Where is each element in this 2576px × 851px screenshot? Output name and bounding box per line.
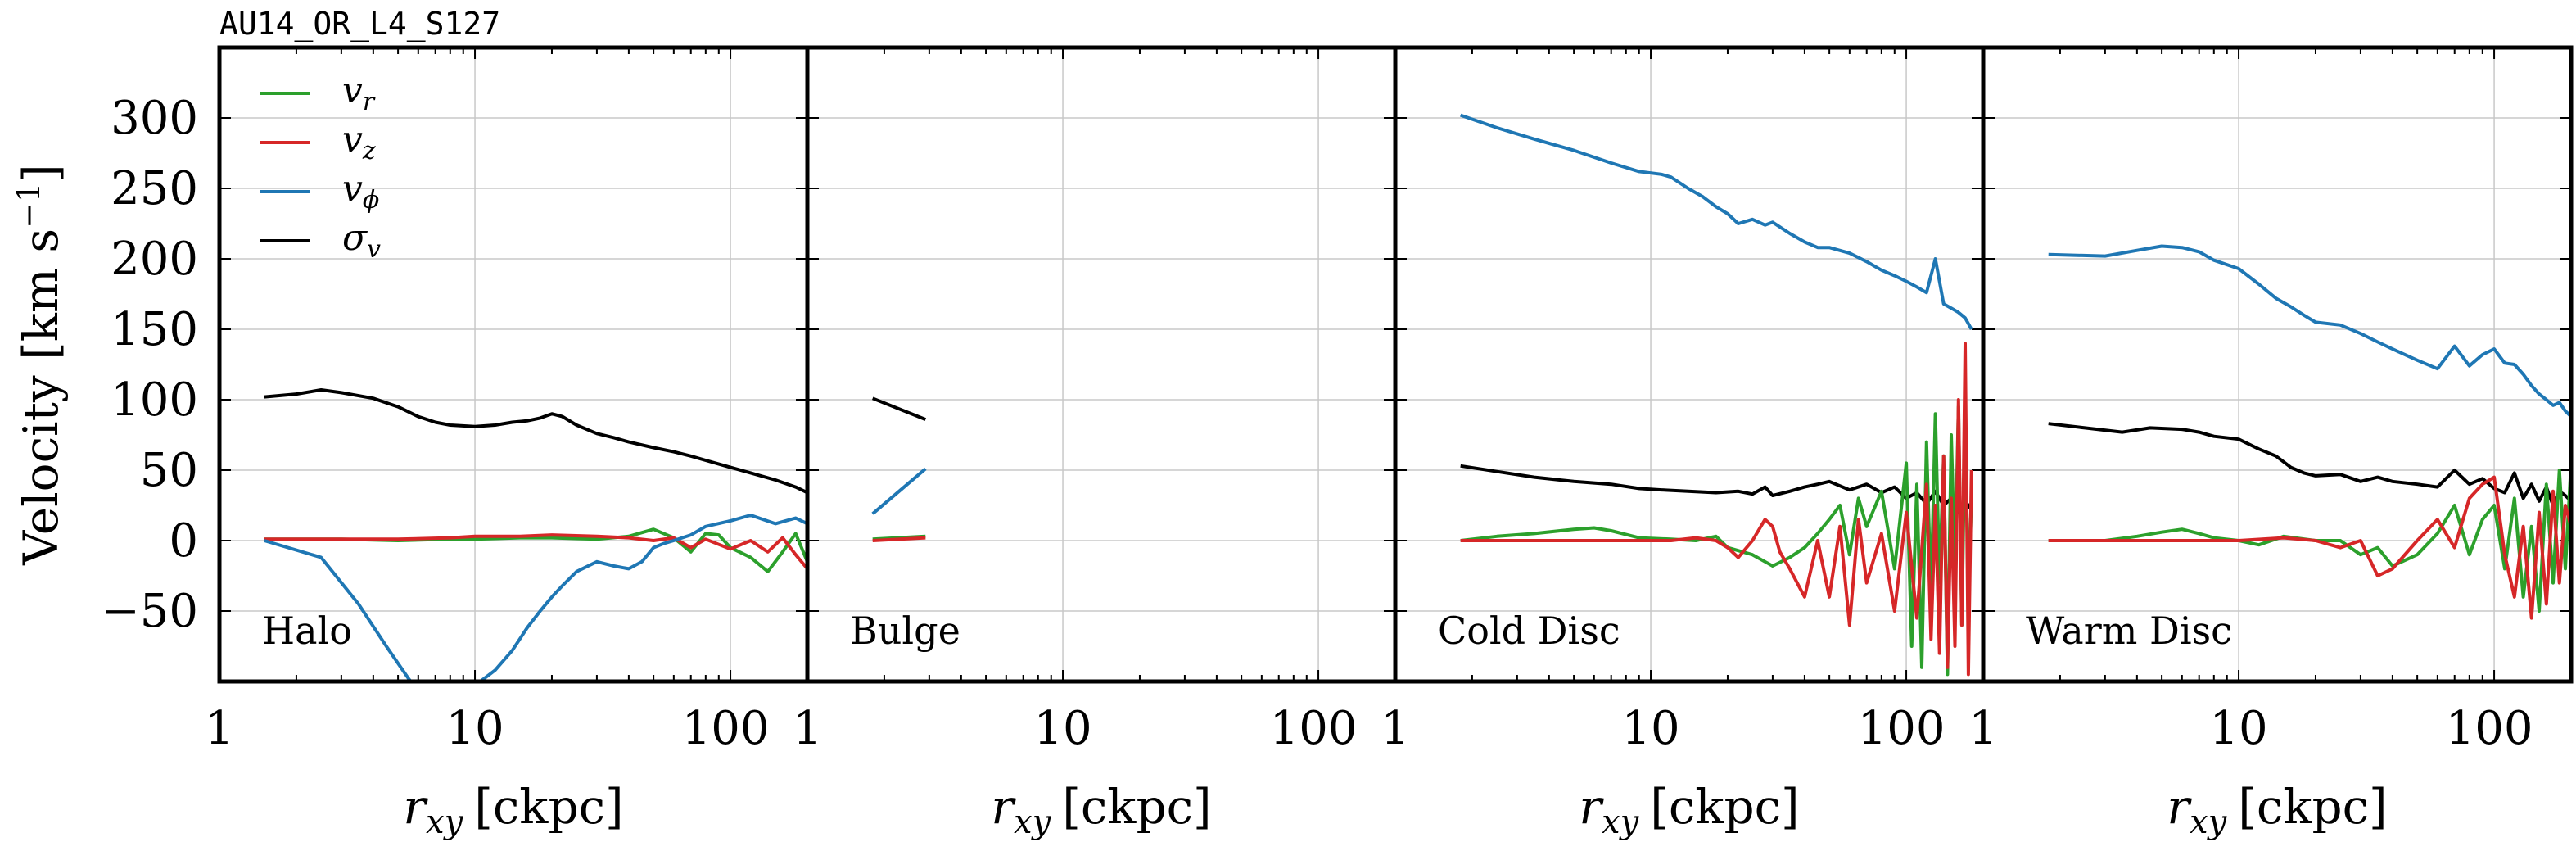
y-axis-label-unit: [km s xyxy=(13,229,69,360)
legend-label-sub: z xyxy=(362,137,376,165)
series-sigma-v-line xyxy=(264,388,807,495)
series-v-phi-line xyxy=(2048,244,2571,419)
panel-3: Warm Disc 1 10 100 rxy [ckpc] xyxy=(1968,45,2574,841)
legend-label-base: v xyxy=(342,70,363,111)
y-tick-label: 150 xyxy=(111,303,198,356)
series-v-phi-line xyxy=(1460,113,1973,330)
y-tick-label: 250 xyxy=(111,162,198,215)
x-axis-label-sub: xy xyxy=(426,803,464,841)
x-tick-label: 1 xyxy=(205,702,234,755)
figure-title: AU14_OR_L4_S127 xyxy=(219,6,500,43)
series-sigma-v-line xyxy=(871,396,927,421)
x-tick-label: 1 xyxy=(793,702,822,755)
y-tick-label: 200 xyxy=(111,233,198,286)
legend-label-v-r: vr xyxy=(342,70,376,116)
x-tick-label: 10 xyxy=(2209,702,2267,755)
x-axis-label-sub: xy xyxy=(1602,803,1640,841)
y-tick-label: 300 xyxy=(111,92,198,145)
panel-label: Cold Disc xyxy=(1438,609,1620,653)
x-tick-label: 100 xyxy=(1858,702,1946,755)
legend-label-v-phi: vϕ xyxy=(342,168,379,215)
y-axis-label-main: Velocity xyxy=(13,375,69,566)
panel-frame xyxy=(1981,45,2574,684)
x-tick-label: 100 xyxy=(2446,702,2533,755)
legend-label-base: v xyxy=(342,119,363,161)
x-axis-label: rxy [ckpc] xyxy=(2167,779,2387,841)
y-tick-label: 100 xyxy=(111,373,198,427)
x-axis-label-unit: [ckpc] xyxy=(474,779,624,835)
y-axis-label: Velocity [km s−1] xyxy=(11,164,69,566)
panel-frame xyxy=(1393,45,1986,684)
panel-label: Bulge xyxy=(850,609,960,653)
series-v-r-line xyxy=(2048,463,2571,613)
x-axis-label-var: r xyxy=(403,779,428,835)
x-tick-label: 10 xyxy=(445,702,504,755)
legend-label-sub: v xyxy=(367,235,381,264)
ticks xyxy=(807,48,1395,681)
panel-frame xyxy=(805,45,1398,684)
x-axis-label-sub: xy xyxy=(2190,803,2228,841)
series-group xyxy=(264,388,807,681)
x-axis-label: rxy [ckpc] xyxy=(991,779,1211,841)
series-v-phi-line xyxy=(871,467,927,515)
y-tick-label: 50 xyxy=(140,444,198,497)
x-axis-label-unit: [ckpc] xyxy=(2238,779,2388,835)
legend-label-base: σ xyxy=(342,217,368,259)
ticks xyxy=(1983,48,2571,681)
x-axis-label: rxy [ckpc] xyxy=(403,779,623,841)
x-tick-label: 10 xyxy=(1033,702,1091,755)
panel-label: Halo xyxy=(262,609,352,653)
grid xyxy=(1983,48,2571,681)
x-axis-label-var: r xyxy=(1579,779,1604,835)
legend-label-sigma-v: σv xyxy=(342,217,381,264)
series-sigma-v-line xyxy=(2048,422,2571,507)
grid xyxy=(1395,48,1983,681)
x-axis-label-unit: [ckpc] xyxy=(1650,779,1800,835)
grid xyxy=(807,48,1395,681)
panel-label: Warm Disc xyxy=(2026,609,2232,653)
series-v-z-line xyxy=(1460,342,1973,677)
x-axis-label-var: r xyxy=(2167,779,2192,835)
y-axis-label-exp: −1 xyxy=(11,183,47,229)
panel-2: Cold Disc 1 10 100 rxy [ckpc] xyxy=(1381,45,1986,841)
panel-1: Bulge 1 10 100 rxy [ckpc] xyxy=(793,45,1398,841)
legend-label-v-z: vz xyxy=(342,119,376,165)
series-v-z-line xyxy=(2048,475,2571,620)
series-v-phi-line xyxy=(264,514,807,681)
x-tick-label: 100 xyxy=(1270,702,1358,755)
y-tick-label: 0 xyxy=(169,514,198,568)
x-axis-label-sub: xy xyxy=(1014,803,1052,841)
x-axis-label-var: r xyxy=(991,779,1016,835)
x-tick-label: 1 xyxy=(1968,702,1998,755)
legend-label-base: v xyxy=(342,168,363,210)
series-group xyxy=(1460,113,1973,677)
x-tick-label: 100 xyxy=(682,702,770,755)
y-axis-label-close: ] xyxy=(13,164,69,183)
x-tick-label: 10 xyxy=(1621,702,1679,755)
legend-label-sub: r xyxy=(363,88,376,116)
series-v-z-line xyxy=(264,533,807,570)
x-axis-label: rxy [ckpc] xyxy=(1579,779,1799,841)
x-tick-label: 1 xyxy=(1381,702,1410,755)
ticks xyxy=(1395,48,1983,681)
legend-label-sub: ϕ xyxy=(363,186,379,215)
series-sigma-v-line xyxy=(1460,464,1973,514)
x-axis-label-unit: [ckpc] xyxy=(1062,779,1212,835)
series-group xyxy=(871,396,927,542)
series-v-z-line xyxy=(872,536,926,542)
y-tick-label: −50 xyxy=(102,585,198,638)
series-group xyxy=(2048,244,2571,620)
